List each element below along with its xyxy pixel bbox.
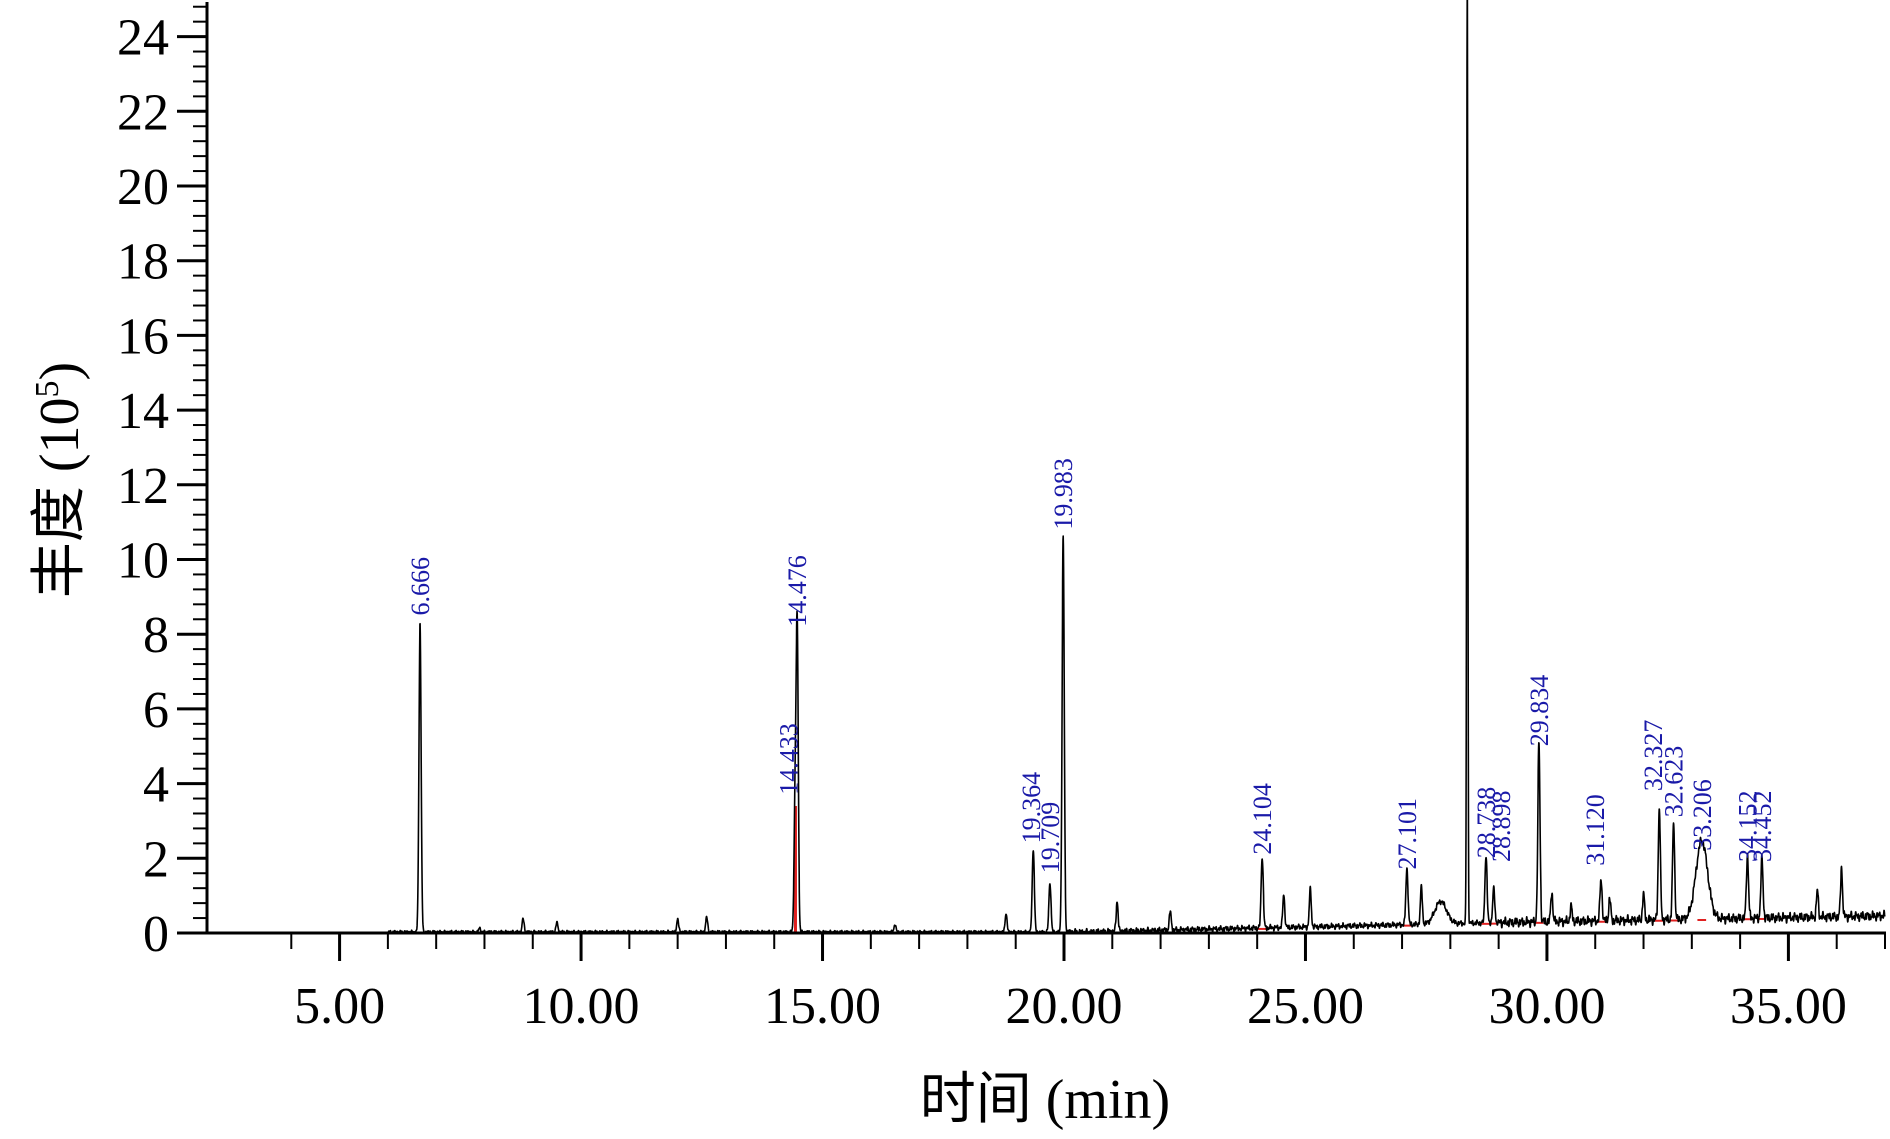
peak-label: 31.120 [1581,794,1610,866]
y-tick-label: 24 [117,10,169,67]
x-tick-label: 25.00 [1247,978,1364,1035]
y-tick-label: 2 [143,831,169,888]
peak-label: 28.898 [1487,791,1516,863]
y-tick-label: 16 [117,308,169,365]
x-tick-label: 30.00 [1488,978,1605,1035]
peak-label: 19.364 [1017,772,1046,844]
x-tick-label: 15.00 [764,978,881,1035]
y-axis-title-close: ) [29,362,91,381]
peak-label: 19.709 [1036,802,1065,874]
peak-label: 32.623 [1660,746,1689,818]
x-tick-label: 20.00 [1006,978,1123,1035]
integration-baselines [415,806,1767,934]
y-tick-label: 4 [143,757,169,814]
peak-label: 14.433 [775,723,804,795]
peak-label: 19.983 [1049,458,1078,530]
y-tick-label: 0 [143,906,169,963]
y-tick-label: 12 [117,458,169,515]
peak-label: 14.476 [783,555,812,627]
x-tick-label: 10.00 [523,978,640,1035]
y-axis-title: 丰度 (105) [29,362,91,598]
y-axis-minor-ticks [193,5,207,934]
x-tick-label: 35.00 [1730,978,1847,1035]
y-tick-label: 20 [117,159,169,216]
y-tick-label: 22 [117,84,169,141]
y-tick-label: 18 [117,234,169,291]
peak-label: 33.206 [1688,779,1717,851]
peak-label: 34.452 [1748,791,1777,863]
peak-label: 34.152 [1734,791,1763,863]
y-tick-label: 8 [143,607,169,664]
x-tick-label: 5.00 [294,978,385,1035]
y-tick-label: 14 [117,383,169,440]
x-axis-ticks: 5.00 10.00 15.00 20.00 25.00 30.00 35.00 [290,933,1886,1035]
y-tick-label: 10 [117,533,169,590]
peak-label: 27.101 [1393,798,1422,870]
peak-label: 28.738 [1472,787,1501,859]
y-axis-title-main: 丰度 (10 [29,398,91,599]
x-axis-title: 时间 (min) [920,1069,1170,1131]
peak-label: 29.834 [1525,675,1554,747]
peak-label: 24.104 [1248,783,1277,855]
peak-label: 6.666 [406,557,435,616]
y-tick-label: 6 [143,682,169,739]
peak-label: 32.327 [1639,720,1668,792]
y-axis-title-exponent: 5 [29,381,66,398]
